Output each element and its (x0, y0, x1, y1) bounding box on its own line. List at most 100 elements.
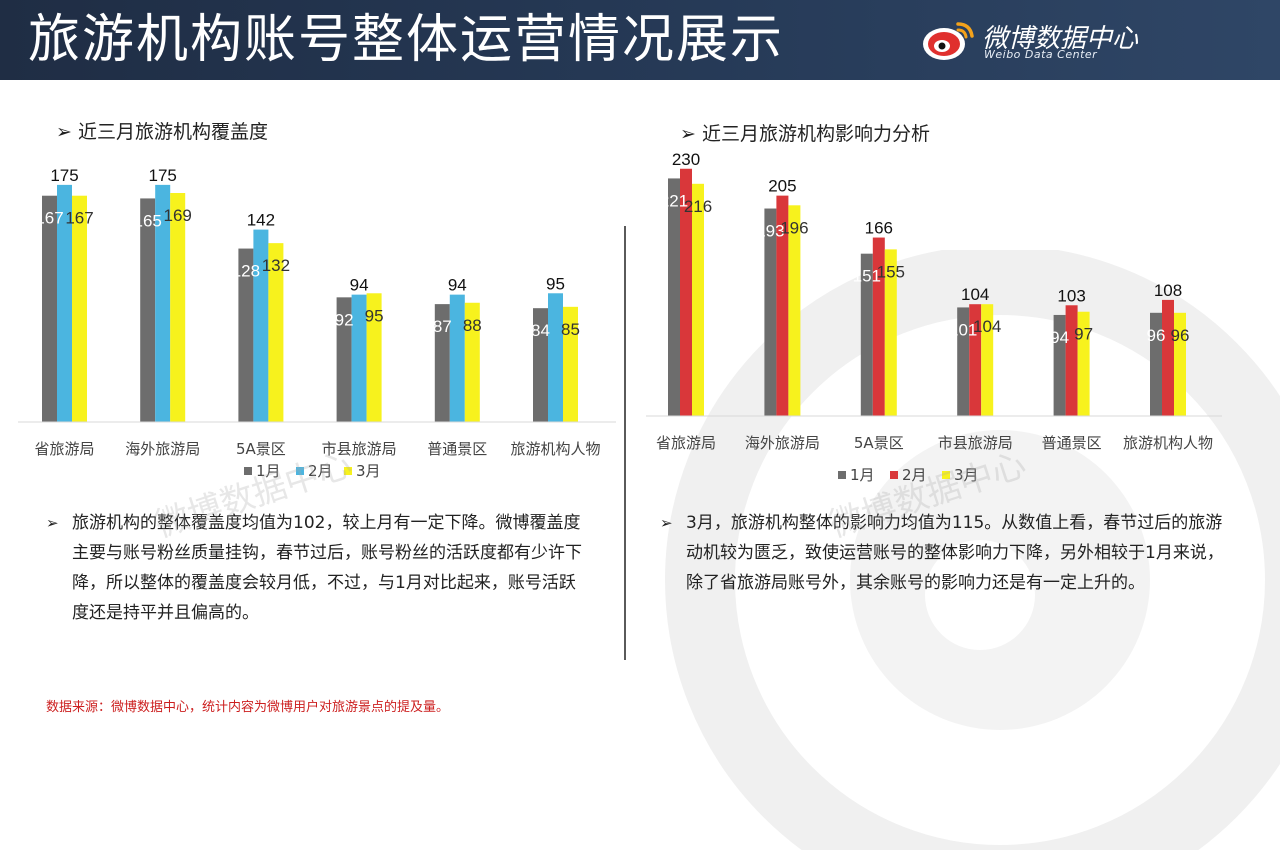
left-bar-1-0 (57, 184, 72, 422)
right-bar-0-1 (764, 208, 777, 416)
left-data-label-2-5: 85 (561, 320, 580, 339)
right-data-label-1-5: 108 (1154, 281, 1182, 300)
right-legend-label-2: 3月 (954, 466, 979, 484)
left-bar-1-2 (253, 229, 269, 422)
right-data-label-1-4: 103 (1057, 286, 1085, 305)
right-bar-2-4 (1077, 311, 1090, 416)
left-data-label-2-1: 169 (164, 206, 192, 225)
right-bar-1-3 (969, 304, 982, 416)
left-data-label-0-4: 87 (433, 317, 452, 336)
right-bar-2-1 (788, 205, 801, 416)
right-chart-heading: ➢ 近三月旅游机构影响力分析 (680, 119, 930, 146)
right-category-label-4: 普通景区 (1042, 434, 1102, 452)
left-category-label-4: 普通景区 (427, 440, 487, 458)
right-bar-0-4 (1053, 314, 1066, 416)
header-bar: 旅游机构账号整体运营情况展示 微博数据中心 Weibo Data Center (0, 0, 1280, 80)
left-bar-0-0 (42, 195, 57, 422)
right-data-label-2-4: 97 (1074, 325, 1093, 344)
left-data-label-1-3: 94 (350, 276, 369, 295)
left-bar-0-4 (434, 304, 450, 422)
left-data-label-0-2: 128 (232, 262, 260, 281)
right-data-label-1-2: 166 (865, 219, 893, 238)
left-bar-2-3 (366, 293, 382, 422)
left-data-label-1-1: 175 (149, 166, 177, 185)
right-legend-swatch-1 (890, 471, 898, 479)
right-legend-label-1: 2月 (902, 466, 927, 484)
left-data-label-1-5: 95 (546, 274, 565, 293)
left-data-label-2-4: 88 (463, 316, 482, 335)
arrow-bullet-icon: ➢ (56, 121, 78, 143)
left-category-label-3: 市县旅游局 (322, 440, 397, 458)
logo-subtitle: Weibo Data Center (984, 48, 1098, 61)
right-category-label-3: 市县旅游局 (938, 434, 1013, 452)
left-legend-label-2: 3月 (356, 462, 381, 480)
right-category-label-1: 海外旅游局 (745, 434, 820, 452)
section-divider (624, 226, 626, 660)
left-bar-2-5 (563, 306, 578, 422)
left-data-label-2-3: 95 (365, 306, 384, 325)
right-data-label-2-5: 96 (1171, 326, 1190, 345)
right-data-label-2-0: 216 (684, 197, 712, 216)
right-legend-swatch-0 (838, 471, 846, 479)
right-bar-0-5 (1150, 312, 1162, 416)
left-bar-2-0 (72, 195, 87, 422)
left-category-label-1: 海外旅游局 (125, 440, 200, 458)
left-bar-2-1 (170, 193, 186, 422)
left-paragraph-text: 旅游机构的整体覆盖度均值为102，较上月有一定下降。微博覆盖度主要与账号粉丝质量… (72, 513, 582, 623)
arrow-bullet-icon: ➢ (46, 514, 59, 532)
right-bar-0-2 (860, 253, 873, 416)
right-bar-1-4 (1065, 305, 1078, 416)
right-paragraph: ➢ 3月，旅游机构整体的影响力均值为115。从数值上看，春节过后的旅游动机较为匮… (660, 508, 1238, 598)
right-paragraph-text: 3月，旅游机构整体的影响力均值为115。从数值上看，春节过后的旅游动机较为匮乏，… (686, 513, 1224, 593)
right-bar-0-3 (957, 307, 970, 416)
left-bar-1-4 (449, 294, 465, 422)
left-data-label-0-1: 165 (134, 211, 162, 230)
right-data-label-0-0: 221 (660, 191, 688, 210)
left-bar-2-2 (268, 243, 284, 422)
left-category-label-2: 5A景区 (236, 440, 286, 458)
left-bar-1-1 (155, 184, 171, 422)
right-bar-2-3 (981, 304, 994, 416)
right-bar-2-2 (884, 249, 897, 416)
left-legend-swatch-0 (244, 467, 252, 475)
left-bar-1-5 (548, 293, 563, 422)
right-data-label-2-2: 155 (877, 262, 905, 281)
right-category-label-2: 5A景区 (854, 434, 904, 452)
left-bar-0-5 (533, 308, 548, 422)
right-bar-1-5 (1162, 299, 1174, 416)
left-data-label-1-2: 142 (247, 211, 275, 230)
right-data-label-1-1: 205 (768, 177, 796, 196)
right-heading-text: 近三月旅游机构影响力分析 (701, 123, 930, 145)
left-bar-0-1 (140, 198, 156, 422)
left-legend-label-0: 1月 (256, 462, 281, 480)
left-bar-0-2 (238, 248, 254, 422)
left-data-label-1-0: 175 (50, 166, 78, 185)
right-data-label-0-3: 101 (949, 320, 977, 339)
left-chart-heading: ➢ 近三月旅游机构覆盖度 (56, 117, 268, 144)
left-data-label-0-3: 92 (335, 310, 354, 329)
page-title: 旅游机构账号整体运营情况展示 (28, 10, 785, 70)
left-legend-swatch-2 (344, 467, 352, 475)
right-data-label-0-1: 193 (756, 222, 784, 241)
weibo-watermark-icon (665, 250, 1280, 850)
left-legend-label-1: 2月 (308, 462, 333, 480)
right-data-label-2-1: 196 (780, 218, 808, 237)
right-data-label-1-0: 230 (672, 150, 700, 169)
right-bar-0-0 (668, 178, 680, 416)
left-bar-1-3 (351, 294, 367, 422)
right-bar-2-0 (692, 183, 704, 416)
left-data-label-1-4: 94 (448, 276, 467, 295)
right-data-label-1-3: 104 (961, 285, 989, 304)
right-bar-1-1 (776, 195, 789, 416)
right-legend-swatch-2 (942, 471, 950, 479)
weibo-eye-icon (923, 22, 974, 60)
logo-name: 微博数据中心 (982, 24, 1139, 54)
left-category-label-5: 旅游机构人物 (510, 440, 600, 458)
right-data-label-0-4: 94 (1050, 328, 1069, 347)
left-data-label-0-5: 84 (531, 321, 550, 340)
left-legend-swatch-1 (296, 467, 304, 475)
right-data-label-0-5: 96 (1147, 326, 1166, 345)
right-category-label-5: 旅游机构人物 (1123, 434, 1213, 452)
charts-canvas: 167 175 167 165 175 169 128 142 132 92 94 95 87 94 88 8… (18, 150, 1222, 484)
right-data-label-2-3: 104 (973, 317, 1001, 336)
